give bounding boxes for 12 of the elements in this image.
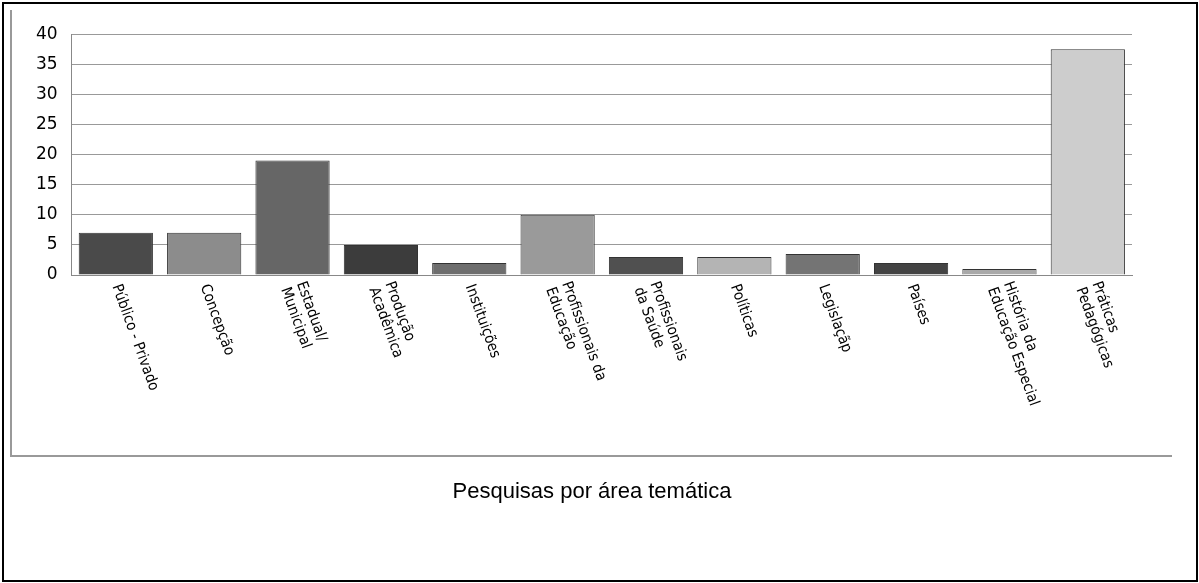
y-tick-label: 30 bbox=[35, 82, 58, 103]
y-tick-label: 0 bbox=[46, 263, 58, 284]
y-tick-label: 20 bbox=[35, 143, 58, 164]
y-tick-label: 25 bbox=[35, 112, 58, 133]
x-tick-label: Países bbox=[903, 281, 935, 328]
y-tick-label: 10 bbox=[35, 203, 58, 224]
y-tick-label: 35 bbox=[35, 52, 58, 73]
y-tick-label: 5 bbox=[46, 233, 58, 254]
x-axis-title: Pesquisas por área temática bbox=[451, 478, 733, 504]
y-tick-label: 40 bbox=[35, 22, 58, 43]
y-tick-label: 15 bbox=[35, 173, 58, 194]
x-tick-label: Público - Privado bbox=[108, 281, 164, 393]
